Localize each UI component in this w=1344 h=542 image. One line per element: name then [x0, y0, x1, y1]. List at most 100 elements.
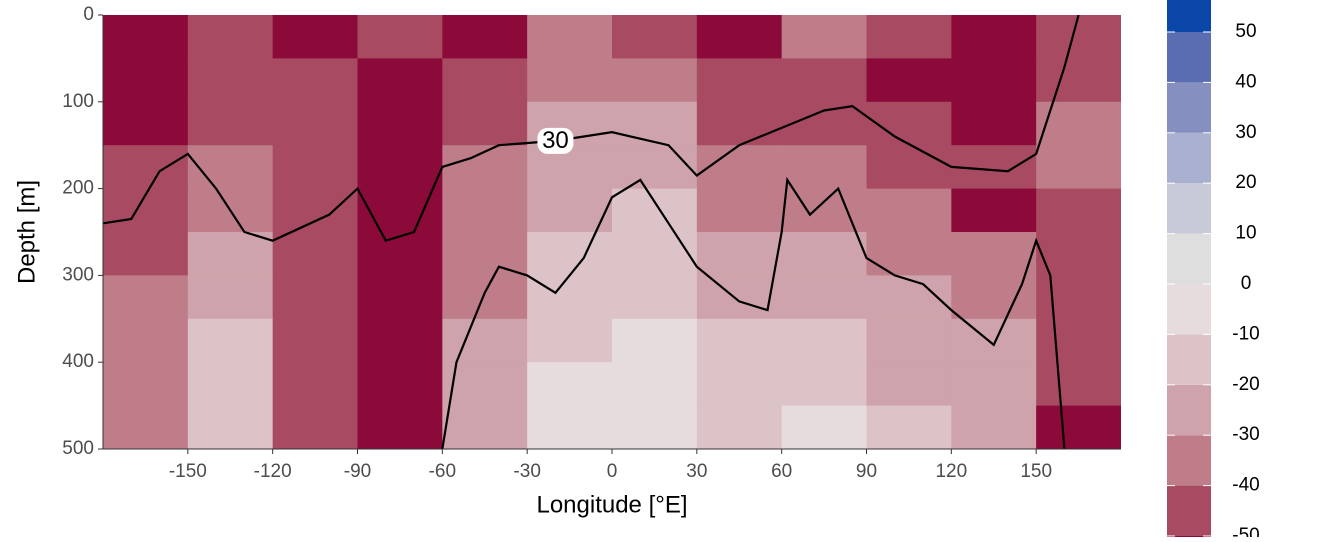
contour-cell [866, 15, 952, 59]
plot-area: 30 [103, 15, 1121, 449]
contour-cell [187, 362, 274, 407]
contour-cell [781, 362, 867, 407]
y-tick-label: 400 [62, 351, 94, 372]
contour-cell [442, 318, 528, 363]
contour-cell [442, 232, 528, 276]
contour-cell [357, 101, 443, 146]
contour-cell [187, 145, 274, 190]
contour-cell [187, 232, 274, 276]
contour-cell [866, 405, 952, 449]
colorbar-label: -40 [1232, 475, 1259, 496]
contour-cell [1036, 275, 1121, 320]
contour-cell [781, 275, 867, 320]
contour-cell [951, 101, 1037, 146]
contour-cell [187, 405, 274, 449]
contour-cell [1036, 101, 1121, 146]
contour-cell [781, 15, 867, 59]
contour-cell [1036, 362, 1121, 407]
colorbar-label: 50 [1235, 21, 1256, 42]
contour-cell [527, 232, 613, 276]
colorbar-bin [1167, 435, 1211, 486]
contour-label: 30 [542, 127, 569, 154]
contour-cell [103, 405, 189, 449]
contour-cell [612, 188, 698, 233]
contour-cell [357, 232, 443, 276]
colorbar-label: 20 [1235, 172, 1256, 193]
contour-cell [951, 15, 1037, 59]
contour-cell [951, 318, 1037, 363]
contour-cell [612, 275, 698, 320]
contour-cell [1036, 405, 1121, 449]
contour-cell [696, 188, 783, 233]
contour-cell [951, 362, 1037, 407]
contour-cell [357, 405, 443, 449]
colorbar-bin [1167, 183, 1211, 234]
contour-cell [1036, 232, 1121, 276]
contour-cell [781, 318, 867, 363]
contour-cell [272, 15, 358, 59]
contour-cell [527, 145, 613, 190]
contour-cell [527, 318, 613, 363]
x-tick-label: -60 [429, 461, 456, 482]
contour-cell [357, 275, 443, 320]
contour-cell [781, 101, 867, 146]
contour-cell [866, 318, 952, 363]
contour-cell [357, 362, 443, 407]
contour-cell [951, 58, 1037, 103]
x-tick-label: 0 [607, 461, 618, 482]
contour-cell [527, 405, 613, 449]
contour-cell [442, 362, 528, 407]
contour-cell [781, 405, 867, 449]
contour-cell [781, 232, 867, 276]
colorbar-label: 30 [1235, 122, 1256, 143]
contour-cell [103, 145, 189, 190]
contour-cell [527, 15, 613, 59]
colorbar-bin [1167, 233, 1211, 284]
contour-cell [187, 15, 274, 59]
contour-cell [612, 58, 698, 103]
contour-cell [866, 232, 952, 276]
contour-cell [527, 275, 613, 320]
y-tick-label: 500 [62, 438, 94, 459]
contour-cell [272, 362, 358, 407]
contour-cell [187, 101, 274, 146]
contour-cell [357, 145, 443, 190]
contour-cell [442, 405, 528, 449]
contour-cell [696, 58, 783, 103]
y-tick-label: 300 [62, 264, 94, 285]
contour-cell [357, 15, 443, 59]
contour-cell [357, 58, 443, 103]
contour-cell [357, 318, 443, 363]
contour-cell [527, 58, 613, 103]
colorbar-label: 40 [1235, 71, 1256, 92]
contour-cell [272, 405, 358, 449]
contour-cell [272, 232, 358, 276]
contour-cell [612, 145, 698, 190]
contour-cell [103, 232, 189, 276]
contour-cell [103, 15, 189, 59]
colorbar-label: -30 [1232, 424, 1259, 445]
contour-cell [272, 58, 358, 103]
x-tick-label: 60 [771, 461, 792, 482]
contour-cell [696, 232, 783, 276]
contour-cell [442, 58, 528, 103]
contour-line [441, 176, 1066, 449]
contour-cell [696, 405, 783, 449]
colorbar-label: -50 [1232, 525, 1259, 537]
contour-cell [696, 101, 783, 146]
contour-label-bg [537, 127, 574, 154]
colorbar-label: 0 [1241, 273, 1252, 294]
contour-cell [442, 188, 528, 233]
x-tick-label: -150 [169, 461, 207, 482]
colorbar-bin [1167, 32, 1211, 83]
contour-cell [866, 188, 952, 233]
contour-cell [442, 15, 528, 59]
contour-cell [442, 101, 528, 146]
contour-cell [696, 15, 783, 59]
contour-cell [1036, 15, 1121, 59]
contour-cell [187, 275, 274, 320]
contour-cell [272, 188, 358, 233]
contour-cell [103, 101, 189, 146]
